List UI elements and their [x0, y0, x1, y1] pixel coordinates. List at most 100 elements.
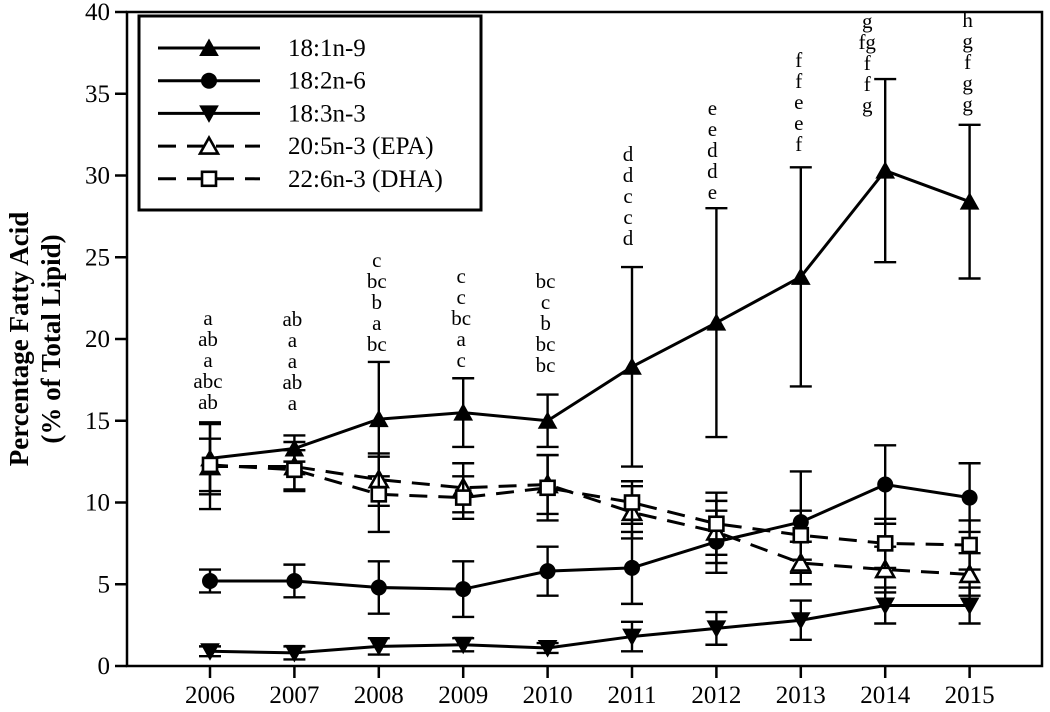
legend-label: 18:3n-3 — [288, 100, 366, 127]
sig-letters-2013: f — [795, 48, 802, 72]
sig-letters-2015: g — [962, 71, 973, 95]
y-axis-title-line1: Percentage Fatty Acid — [4, 212, 34, 466]
y-axis-tick-label: 40 — [85, 0, 110, 26]
sig-letters-2011: c — [623, 184, 632, 208]
legend-label: 22:6n-3 (DHA) — [288, 166, 443, 193]
sig-letters-2014: f — [864, 72, 871, 96]
sig-letters-2009: c — [457, 264, 466, 288]
sig-letters-2006: a — [203, 306, 213, 330]
series-marker-18:2n-6 — [455, 581, 472, 598]
series-line-18:1n-9 — [209, 168, 971, 460]
series-marker-18:2n-6 — [370, 579, 387, 596]
series-marker-18:1n-9 — [368, 409, 389, 428]
sig-letters-2011: c — [623, 205, 632, 229]
sig-letters-2015: g — [962, 92, 973, 116]
series-marker-18:1n-9 — [453, 403, 474, 421]
sig-letters-2007: a — [288, 328, 298, 352]
legend-marker-circle-filled — [201, 72, 217, 89]
series-marker-18:3n-3 — [453, 636, 474, 655]
y-axis-tick-label: 5 — [98, 571, 111, 598]
series-marker-22:6n-3 (DHA) — [454, 489, 472, 506]
sig-letters-2006: ab — [198, 390, 218, 414]
sig-letters-2012: e — [708, 117, 717, 141]
series-marker-18:1n-9 — [537, 411, 558, 429]
sig-letters-2008: bc — [367, 332, 387, 356]
legend-marker-triangle-down-filled — [199, 105, 219, 123]
series-marker-18:3n-3 — [875, 597, 896, 616]
series-marker-18:1n-9 — [875, 161, 896, 179]
sig-letters-2015: h — [962, 8, 973, 32]
sig-letters-2007: a — [288, 391, 298, 415]
y-axis-tick-label: 20 — [85, 326, 110, 353]
legend-marker-square-open — [200, 170, 218, 188]
legend-label: 20:5n-3 (EPA) — [288, 133, 434, 160]
series-marker-18:3n-3 — [368, 638, 389, 656]
series-marker-18:3n-3 — [200, 643, 220, 661]
series-marker-18:3n-3 — [537, 640, 558, 658]
sig-letters-2009: c — [457, 285, 466, 309]
sig-letters-2010: b — [540, 311, 551, 335]
sig-letters-2011: d — [623, 226, 634, 250]
series-marker-18:2n-6 — [539, 563, 556, 580]
sig-letters-2011: d — [623, 142, 634, 166]
sig-letters-2010: bc — [536, 269, 556, 293]
series-marker-22:6n-3 (DHA) — [370, 486, 388, 503]
sig-letters-2012: e — [708, 180, 717, 204]
series-marker-22:6n-3 (DHA) — [623, 494, 641, 511]
sig-letters-2014: g — [862, 9, 873, 33]
y-axis-tick-label: 25 — [85, 244, 110, 271]
series-marker-22:6n-3 (DHA) — [961, 536, 978, 554]
x-axis-tick-label: 2008 — [354, 682, 404, 709]
sig-letters-2012: e — [708, 96, 717, 120]
series-line-20:5n-3 (EPA) — [210, 465, 970, 576]
sig-letters-2007: ab — [282, 307, 302, 331]
sig-letters-2006: ab — [198, 327, 218, 351]
sig-letters-2010: c — [541, 290, 550, 314]
series-marker-18:2n-6 — [624, 559, 640, 576]
series-marker-18:2n-6 — [286, 572, 303, 589]
sig-letters-2010: bc — [536, 332, 556, 356]
series-marker-22:6n-3 (DHA) — [286, 461, 303, 479]
series-marker-22:6n-3 (DHA) — [708, 515, 725, 533]
x-axis-tick-label: 2011 — [607, 682, 656, 709]
series-line-22:6n-3 (DHA) — [209, 463, 970, 547]
y-axis-tick-label: 15 — [85, 408, 110, 435]
series-marker-18:1n-9 — [790, 267, 811, 285]
sig-letters-2007: ab — [282, 370, 302, 394]
y-axis-tick-label: 30 — [85, 163, 110, 190]
series-marker-18:3n-3 — [706, 620, 727, 638]
sig-letters-2008: bc — [367, 269, 387, 293]
sig-letters-2015: g — [962, 29, 973, 53]
x-axis-tick-label: 2009 — [438, 682, 488, 709]
sig-letters-2013: e — [794, 111, 803, 135]
y-axis-tick-label: 0 — [98, 653, 111, 680]
sig-letters-2014: g — [862, 93, 873, 117]
sig-letters-2009: c — [457, 348, 466, 372]
series-marker-22:6n-3 (DHA) — [201, 456, 219, 474]
series-marker-18:2n-6 — [877, 476, 894, 493]
sig-letters-2011: d — [623, 163, 634, 187]
series-marker-18:2n-6 — [202, 572, 218, 589]
series-marker-20:5n-3 (EPA) — [789, 551, 813, 572]
series-line-18:2n-6 — [210, 482, 970, 591]
sig-letters-2009: bc — [451, 306, 471, 330]
x-axis-tick-label: 2012 — [691, 682, 741, 709]
x-axis-tick-label: 2015 — [945, 682, 995, 709]
series-marker-18:3n-3 — [622, 628, 642, 647]
x-axis-tick-label: 2013 — [776, 682, 826, 709]
sig-letters-2013: f — [795, 69, 802, 93]
y-axis-tick-label: 10 — [85, 490, 110, 517]
series-marker-18:3n-3 — [284, 644, 305, 663]
sig-letters-2013: f — [795, 132, 802, 156]
series-marker-22:6n-3 (DHA) — [792, 526, 810, 544]
sig-letters-2013: e — [794, 90, 803, 114]
sig-letters-2006: a — [203, 348, 213, 372]
sig-letters-2008: a — [372, 311, 382, 335]
sig-letters-2014: fg — [858, 30, 876, 54]
legend-label: 18:1n-9 — [288, 35, 366, 62]
sig-letters-2014: f — [864, 51, 871, 75]
x-axis-tick-label: 2007 — [269, 682, 319, 709]
series-marker-22:6n-3 (DHA) — [539, 479, 556, 497]
